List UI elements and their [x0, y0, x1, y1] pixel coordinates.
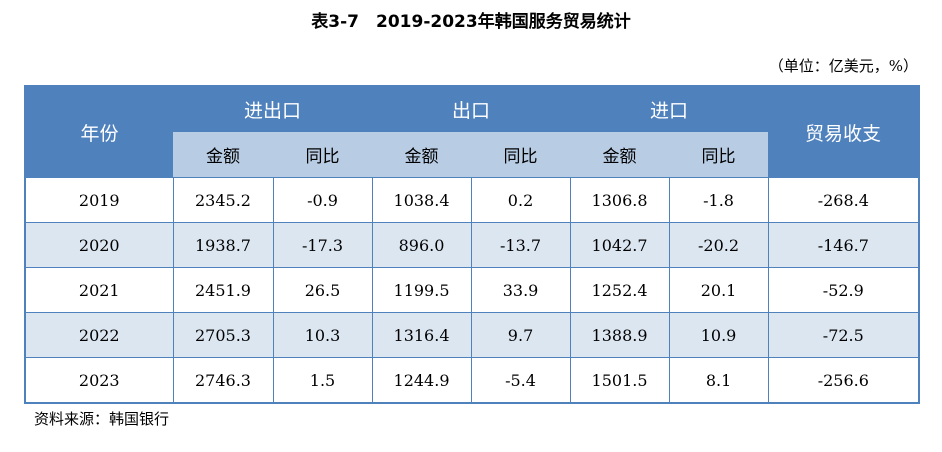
cell-total-yoy: -0.9	[272, 177, 373, 223]
cell-export-yoy: -13.7	[470, 222, 571, 268]
cell-export-amount: 896.0	[371, 222, 472, 268]
cell-total-yoy: 1.5	[272, 357, 373, 403]
header-year: 年份	[25, 86, 173, 178]
cell-export-yoy: 33.9	[470, 267, 571, 313]
unit-note: （单位：亿美元，%）	[768, 57, 918, 75]
table-title: 表3-7 2019-2023年韩国服务贸易统计	[311, 12, 631, 32]
cell-import-yoy: 20.1	[668, 267, 769, 313]
cell-balance: -72.5	[767, 312, 920, 358]
cell-total-amount: 2746.3	[172, 357, 273, 403]
cell-total-yoy: 26.5	[272, 267, 373, 313]
cell-import-amount: 1388.9	[569, 312, 670, 358]
cell-import-yoy: -20.2	[668, 222, 769, 268]
table-row: 2020 1938.7 -17.3 896.0 -13.7 1042.7 -20.2 -146…	[25, 222, 920, 268]
cell-export-yoy: 9.7	[470, 312, 571, 358]
cell-balance: -146.7	[767, 222, 920, 268]
table-row: 2019 2345.2 -0.9 1038.4 0.2 1306.8 -1.8 -268.4	[25, 177, 920, 223]
cell-total-amount: 2705.3	[172, 312, 273, 358]
cell-import-yoy: 10.9	[668, 312, 769, 358]
cell-year: 2020	[25, 222, 173, 268]
cell-export-yoy: -5.4	[470, 357, 571, 403]
cell-import-yoy: -1.8	[668, 177, 769, 223]
trade-table: 年份 进出口 出口 进口 贸易收支 金额 同比 金额 同比 金额 同比 2019…	[24, 85, 921, 404]
cell-import-amount: 1306.8	[569, 177, 670, 223]
cell-total-yoy: -17.3	[272, 222, 373, 268]
header-group-total: 进出口	[173, 86, 373, 132]
cell-export-amount: 1199.5	[371, 267, 472, 313]
subheader-yoy: 同比	[669, 132, 769, 178]
header-group-import: 进口	[570, 86, 769, 132]
subheader-amount: 金额	[173, 132, 273, 178]
subheader-yoy: 同比	[273, 132, 373, 178]
cell-import-yoy: 8.1	[668, 357, 769, 403]
table-row: 2023 2746.3 1.5 1244.9 -5.4 1501.5 8.1 -256.6	[25, 357, 920, 403]
subheader-yoy: 同比	[471, 132, 571, 178]
cell-export-amount: 1244.9	[371, 357, 472, 403]
cell-export-yoy: 0.2	[470, 177, 571, 223]
cell-total-amount: 2451.9	[172, 267, 273, 313]
table-row: 2021 2451.9 26.5 1199.5 33.9 1252.4 20.1 -52.9	[25, 267, 920, 313]
cell-year: 2021	[25, 267, 173, 313]
cell-import-amount: 1501.5	[569, 357, 670, 403]
cell-export-amount: 1038.4	[371, 177, 472, 223]
cell-year: 2019	[25, 177, 173, 223]
cell-balance: -256.6	[767, 357, 920, 403]
source-note: 资料来源：韩国银行	[34, 410, 170, 428]
cell-year: 2022	[25, 312, 173, 358]
header-balance: 贸易收支	[768, 86, 920, 178]
cell-balance: -268.4	[767, 177, 920, 223]
cell-import-amount: 1252.4	[569, 267, 670, 313]
header-group-export: 出口	[372, 86, 571, 132]
cell-balance: -52.9	[767, 267, 920, 313]
subheader-amount: 金额	[372, 132, 472, 178]
cell-import-amount: 1042.7	[569, 222, 670, 268]
table-row: 2022 2705.3 10.3 1316.4 9.7 1388.9 10.9 -72.5	[25, 312, 920, 358]
cell-total-amount: 1938.7	[172, 222, 273, 268]
subheader-amount: 金额	[570, 132, 670, 178]
cell-export-amount: 1316.4	[371, 312, 472, 358]
cell-year: 2023	[25, 357, 173, 403]
cell-total-yoy: 10.3	[272, 312, 373, 358]
cell-total-amount: 2345.2	[172, 177, 273, 223]
